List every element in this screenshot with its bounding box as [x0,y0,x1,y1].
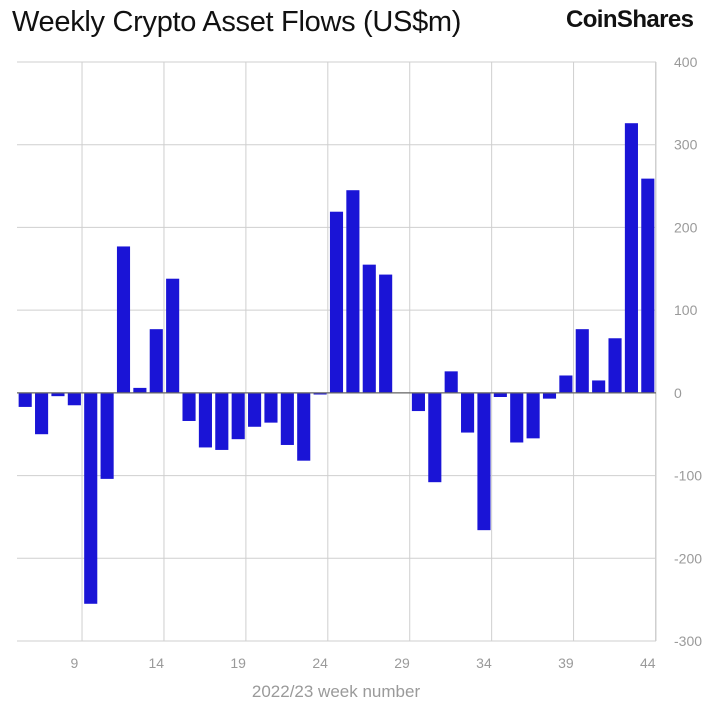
bar [280,392,294,445]
x-tick-label: 24 [312,655,328,671]
y-tick-label: 100 [674,302,698,318]
y-tick-label: -200 [674,550,702,566]
bar [477,392,491,531]
bar [35,392,49,435]
bar [215,392,229,450]
bar [493,392,507,397]
bar [379,274,393,393]
bar [264,392,278,423]
bar [166,278,180,393]
x-axis-label: 2022/23 week number [252,682,421,701]
bar [149,329,163,393]
bar [313,392,327,395]
y-axis-ticks: -300 -200 -100 0 100 200 300 400 [674,54,702,649]
bar [67,392,81,406]
bar [362,264,376,393]
x-tick-label: 14 [148,655,164,671]
bar [133,387,147,393]
bar [198,392,212,448]
y-tick-label: 300 [674,137,698,153]
bar [526,392,540,439]
x-tick-label: 39 [558,655,574,671]
bar [100,392,114,479]
x-tick-label: 29 [394,655,410,671]
bar [592,380,606,393]
bar [542,392,557,399]
bar [444,371,458,393]
y-tick-label: -100 [674,468,702,484]
bar [182,392,196,421]
brand-logo: CoinShares [566,6,694,33]
bar [559,375,573,393]
y-tick-label: -300 [674,633,702,649]
x-tick-label: 9 [70,655,78,671]
bar [461,392,475,433]
bar [297,392,311,461]
y-tick-label: 400 [674,54,698,70]
y-tick-label: 200 [674,219,698,235]
bar [575,329,589,393]
bar [51,392,65,397]
bar [346,190,360,393]
chart-bars [18,123,655,604]
x-tick-label: 44 [640,655,656,671]
x-axis-ticks: 9 14 19 24 29 34 39 44 [70,655,655,671]
bar [510,392,524,443]
bar [411,392,425,412]
chart-title: Weekly Crypto Asset Flows (US$m) [12,6,462,38]
bar [84,392,98,604]
bar [428,392,442,483]
bar [231,392,245,440]
bar [329,211,344,393]
y-tick-label: 0 [674,385,682,401]
bar [248,392,262,427]
bar [18,392,32,407]
x-tick-label: 34 [476,655,492,671]
bar [116,246,131,393]
bar [641,178,655,393]
x-tick-label: 19 [230,655,246,671]
bar [624,123,638,393]
bar [608,338,622,393]
